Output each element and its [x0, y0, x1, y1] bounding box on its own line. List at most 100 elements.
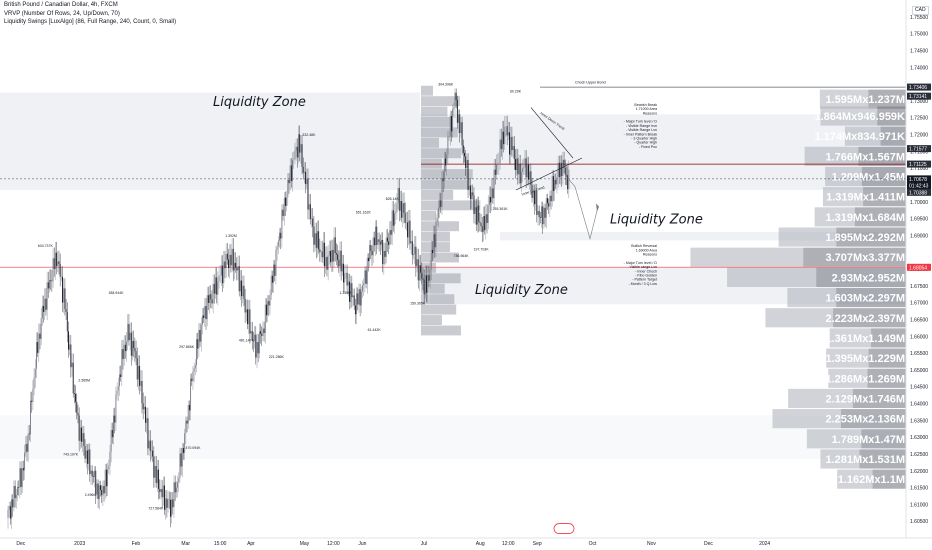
candle-body — [337, 254, 339, 260]
price-tick-label: 1.71000 — [910, 166, 928, 172]
candle-body — [465, 156, 467, 168]
volume-profile-up-bar — [826, 348, 869, 368]
candle-body — [330, 251, 331, 263]
candle-body — [339, 250, 341, 267]
candle-body — [532, 191, 534, 198]
visible-range-volume-bar — [421, 315, 442, 325]
candle-body — [347, 281, 349, 286]
candle-body — [562, 159, 564, 177]
bullish-reason-line: - Major Turn level / D — [624, 261, 658, 265]
candle-body — [216, 277, 218, 295]
price-tag: 1.73141 — [907, 92, 931, 100]
price-tag: 1.71577 — [907, 145, 931, 153]
currency-label[interactable]: CAD — [912, 6, 929, 15]
volume-profile-label: 2.223Mx2.397M — [826, 313, 906, 325]
candle-body — [545, 198, 547, 218]
swing-volume-label: 743.197K — [63, 453, 79, 457]
indicator-liquidity-swings[interactable]: Liquidity Swings [LuxAlgo] (86, Full Ran… — [4, 19, 177, 25]
candle-body — [356, 293, 358, 315]
candle-body — [243, 285, 245, 299]
price-tag: 01:42:43 — [907, 182, 931, 190]
candle-body — [113, 415, 114, 438]
candle-body — [77, 412, 79, 416]
candle-body — [173, 482, 175, 508]
candle-body — [45, 298, 47, 310]
candle-body — [266, 304, 267, 316]
candle-body — [305, 171, 307, 185]
candle-body — [491, 188, 493, 203]
candle-body — [312, 218, 314, 227]
candle-body — [91, 470, 93, 477]
candle-body — [391, 210, 393, 235]
volume-profile-label: 1.319Mx1.411M — [826, 192, 905, 204]
time-axis[interactable]: Dec 2023 Feb Mar 15:00 Apr May 12:00 Jun Jul Aug 12… — [16, 541, 770, 547]
candle-body — [271, 275, 273, 283]
candle-body — [133, 341, 135, 349]
candle-body — [542, 206, 544, 225]
candle-body — [40, 318, 42, 339]
candle-body — [204, 306, 206, 319]
candle-body — [229, 254, 231, 268]
anchor-badge — [553, 523, 575, 534]
price-tag-text: 1.73141 — [909, 94, 927, 100]
symbol-title[interactable]: British Pound / Canadian Dollar, 4h, FXC… — [4, 2, 118, 8]
candle-body — [371, 250, 373, 256]
swing-volume-label: 61.442K — [368, 328, 382, 332]
candle-body — [555, 179, 557, 185]
candle-body — [426, 275, 427, 293]
bullish-reason-line: - Pattern Target — [632, 278, 657, 282]
candle-body — [70, 344, 72, 368]
candle-body — [261, 333, 263, 336]
candle-body — [524, 158, 526, 168]
price-tick-label: 1.75000 — [910, 32, 928, 38]
candle-body — [370, 245, 372, 251]
volume-profile-up-bar — [844, 126, 881, 146]
candle-body — [383, 250, 385, 265]
candle-body — [152, 450, 154, 457]
price-tick-label: 1.69500 — [910, 217, 928, 223]
candle-body — [359, 289, 361, 306]
candle-body — [473, 195, 475, 215]
candle-body — [92, 476, 94, 477]
candle-body — [184, 433, 186, 453]
candle-body — [382, 239, 384, 265]
candle-body — [281, 209, 283, 239]
candle-body — [97, 483, 99, 500]
candle-body — [263, 328, 265, 334]
time-tick-label: Aug — [476, 541, 485, 547]
candle-body — [264, 304, 266, 334]
price-tick-label: 1.66500 — [910, 317, 928, 323]
volume-profile-up-bar — [822, 187, 864, 207]
candle-body — [101, 489, 103, 496]
candle-body — [490, 196, 492, 203]
candle-body — [241, 280, 243, 297]
candle-body — [515, 159, 516, 171]
volume-profile-up-bar — [814, 207, 855, 227]
candle-body — [71, 362, 73, 368]
candle-body — [363, 283, 365, 286]
candle-body — [496, 164, 497, 175]
candle-body — [460, 122, 462, 134]
candle-body — [166, 498, 168, 508]
visible-range-volume-bar — [421, 85, 433, 96]
indicator-vrvp[interactable]: VRVP (Number Of Rows, 24, Up/Down, 70) — [4, 11, 120, 17]
candle-body — [130, 332, 132, 356]
price-axis[interactable]: 1.75500 1.75000 1.74500 1.74000 1.73000 1.725… — [907, 15, 931, 525]
candle-body — [296, 146, 298, 158]
candle-body — [274, 264, 276, 276]
candle-body — [140, 380, 142, 386]
candle-body — [279, 232, 280, 241]
candle-body — [362, 285, 363, 292]
visible-range-volume-profile — [421, 85, 481, 336]
candle-body — [499, 139, 501, 164]
candle-body — [351, 283, 353, 298]
candle-body — [478, 205, 480, 222]
drawings[interactable] — [515, 107, 599, 534]
candle-body — [13, 486, 15, 508]
price-tick-label: 1.73000 — [910, 99, 928, 105]
swing-volume-label: 481.147K — [239, 338, 255, 342]
candle-body — [376, 226, 378, 245]
projection-arrow — [596, 203, 599, 212]
candle-body — [541, 206, 542, 218]
